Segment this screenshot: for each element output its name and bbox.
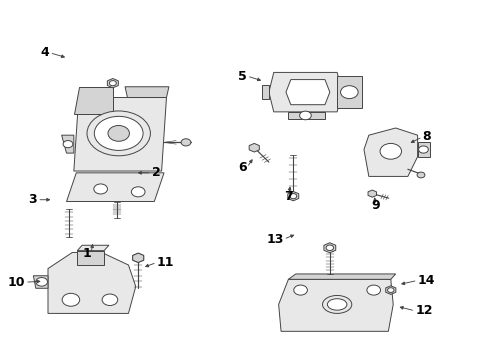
Text: 2: 2 xyxy=(152,166,160,179)
Circle shape xyxy=(63,140,73,148)
Text: 4: 4 xyxy=(41,46,49,59)
Polygon shape xyxy=(323,243,335,253)
Circle shape xyxy=(108,126,129,141)
Polygon shape xyxy=(77,251,104,265)
Circle shape xyxy=(181,139,190,146)
Circle shape xyxy=(416,172,424,178)
Circle shape xyxy=(340,86,357,99)
Polygon shape xyxy=(74,87,113,114)
Circle shape xyxy=(325,245,333,251)
Circle shape xyxy=(387,288,393,292)
Text: 11: 11 xyxy=(157,256,174,269)
Ellipse shape xyxy=(94,116,143,150)
Text: 1: 1 xyxy=(82,247,91,260)
Polygon shape xyxy=(367,190,376,197)
Circle shape xyxy=(299,111,311,120)
Polygon shape xyxy=(132,253,143,262)
Text: 9: 9 xyxy=(371,199,380,212)
Text: 5: 5 xyxy=(238,69,246,82)
Text: 8: 8 xyxy=(422,130,430,144)
Polygon shape xyxy=(107,78,118,88)
Polygon shape xyxy=(125,87,168,98)
Polygon shape xyxy=(385,286,395,294)
Polygon shape xyxy=(66,173,163,202)
Circle shape xyxy=(418,146,427,153)
Ellipse shape xyxy=(322,296,351,314)
Circle shape xyxy=(62,293,80,306)
Text: 6: 6 xyxy=(238,161,246,174)
Polygon shape xyxy=(61,135,74,153)
Circle shape xyxy=(94,184,107,194)
Polygon shape xyxy=(288,274,395,279)
Polygon shape xyxy=(278,279,392,331)
Polygon shape xyxy=(48,252,136,314)
Polygon shape xyxy=(336,76,361,108)
Text: 14: 14 xyxy=(417,274,434,287)
Polygon shape xyxy=(74,98,166,171)
Polygon shape xyxy=(363,128,417,176)
Polygon shape xyxy=(77,245,109,251)
Ellipse shape xyxy=(327,299,346,310)
Polygon shape xyxy=(287,192,298,201)
Circle shape xyxy=(131,187,145,197)
Polygon shape xyxy=(268,72,341,112)
Polygon shape xyxy=(33,276,48,288)
Circle shape xyxy=(109,81,116,86)
Circle shape xyxy=(289,194,296,199)
Text: 7: 7 xyxy=(284,190,292,203)
Circle shape xyxy=(102,294,118,306)
Ellipse shape xyxy=(87,111,150,156)
Polygon shape xyxy=(261,85,268,99)
Text: 13: 13 xyxy=(265,233,283,246)
Polygon shape xyxy=(288,112,325,119)
Polygon shape xyxy=(417,142,429,157)
Text: 10: 10 xyxy=(7,276,25,289)
Polygon shape xyxy=(249,143,259,152)
Polygon shape xyxy=(285,80,329,105)
Circle shape xyxy=(293,285,307,295)
Circle shape xyxy=(366,285,380,295)
Circle shape xyxy=(36,278,47,286)
Text: 12: 12 xyxy=(414,305,432,318)
Text: 3: 3 xyxy=(29,193,37,206)
Polygon shape xyxy=(132,253,143,262)
Circle shape xyxy=(379,143,401,159)
